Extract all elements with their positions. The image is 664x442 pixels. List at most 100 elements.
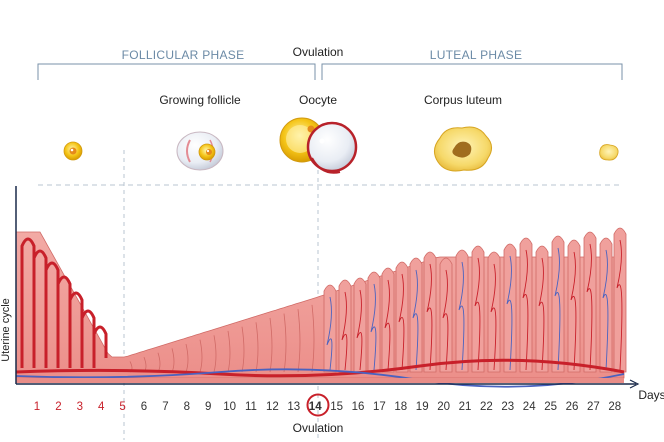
corpus-albicans-icon <box>599 144 619 161</box>
endometrial-fold <box>381 267 395 373</box>
y-axis-label: Uterine cycle <box>0 298 12 362</box>
endometrial-fold <box>535 245 549 373</box>
endometrial-fold <box>613 227 627 373</box>
follicular-phase-label: FOLLICULAR PHASE <box>122 48 245 62</box>
endometrial-gland <box>227 330 231 373</box>
day-label: 25 <box>544 401 557 413</box>
endometrial-fold <box>583 231 597 373</box>
spiral-artery <box>384 279 391 371</box>
follicular-bracket <box>37 63 316 80</box>
spiral-artery <box>522 249 529 371</box>
endometrial-fold <box>471 245 485 373</box>
day-label: 10 <box>223 401 236 413</box>
day-label: 12 <box>266 401 279 413</box>
day-label: 24 <box>523 401 536 413</box>
day-label: 5 <box>119 401 125 413</box>
shedding-artery-loop <box>56 275 72 368</box>
endometrium-layer <box>15 227 627 388</box>
spiral-artery <box>490 263 497 371</box>
ovulation-bottom-label: Ovulation <box>293 421 344 435</box>
corpus-luteum-icon <box>434 126 492 172</box>
day-label: 27 <box>587 401 600 413</box>
day-label: 8 <box>184 401 190 413</box>
day-label: 15 <box>330 401 343 413</box>
endometrial-gland <box>185 343 189 373</box>
day-label: 23 <box>501 401 514 413</box>
growing-follicle-icon <box>176 131 224 171</box>
spiral-artery <box>442 269 449 371</box>
endometrial-fold <box>395 261 409 373</box>
day-label: 11 <box>245 401 257 413</box>
vein <box>458 261 465 371</box>
day-label: 7 <box>162 401 168 413</box>
corpus-luteum-label: Corpus luteum <box>424 93 502 107</box>
endometrial-fold <box>455 249 469 373</box>
endometrial-gland <box>269 317 273 373</box>
vein <box>602 249 609 371</box>
ovulating-oocyte-icon <box>279 117 358 174</box>
spiral-artery <box>616 239 623 371</box>
endometrial-gland <box>199 339 203 373</box>
x-axis-arrow-icon <box>629 379 640 389</box>
endometrial-fold <box>439 257 453 373</box>
vein <box>370 283 377 371</box>
day-label: 13 <box>287 401 300 413</box>
endometrial-fold <box>519 237 533 373</box>
basal-vein <box>15 368 625 388</box>
endometrial-gland <box>283 313 287 373</box>
spiral-artery <box>474 257 481 371</box>
spiral-artery <box>356 289 363 371</box>
vein <box>554 247 561 371</box>
shedding-artery-loop <box>80 309 96 368</box>
endometrial-fold <box>551 235 565 373</box>
day-label: 20 <box>437 401 450 413</box>
spiral-artery <box>538 257 545 371</box>
endometrial-gland <box>311 304 315 373</box>
x-axis-label: Days <box>638 388 664 402</box>
luteal-phase-label: LUTEAL PHASE <box>430 48 523 62</box>
endometrial-fold <box>503 243 517 373</box>
shedding-artery-loop <box>20 237 36 368</box>
day-label: 26 <box>566 401 579 413</box>
ovulation-day-marker <box>306 393 330 417</box>
day-label: 28 <box>608 401 621 413</box>
endometrial-fold <box>423 251 437 373</box>
day-label: 22 <box>480 401 493 413</box>
luteal-bracket <box>321 63 623 80</box>
endometrial-gland <box>241 326 245 373</box>
day-label: 3 <box>77 401 83 413</box>
shedding-artery-loop <box>44 261 60 368</box>
endometrial-fold <box>409 257 423 373</box>
growing-follicle-label: Growing follicle <box>159 93 241 107</box>
day-label: 9 <box>205 401 211 413</box>
spiral-artery <box>341 291 348 371</box>
basal-layer <box>16 378 624 383</box>
oocyte-label: Oocyte <box>299 93 337 107</box>
day-label: 6 <box>141 401 147 413</box>
day-label: 21 <box>459 401 472 413</box>
day-label: 17 <box>373 401 386 413</box>
spiral-artery <box>426 263 433 371</box>
endometrial-gland <box>255 322 259 373</box>
day-label: 1 <box>34 401 40 413</box>
basal-artery <box>15 358 625 378</box>
endometrial-fold <box>567 239 581 373</box>
ovulation-top-label: Ovulation <box>293 45 344 59</box>
day-labels: 1 2 3 4 5 6 7 8 9 10 11 12 13 14 15 16 17 18 19 20 21 22 23 24 2… <box>34 401 621 413</box>
endometrial-fold <box>367 271 381 373</box>
endometrial-fold <box>487 251 501 373</box>
endometrial-gland <box>297 309 301 373</box>
day-label: 19 <box>416 401 429 413</box>
shedding-artery-loop <box>68 291 84 368</box>
spiral-artery <box>570 251 577 371</box>
day-label: 16 <box>352 401 365 413</box>
shedding-artery-loop <box>92 325 108 368</box>
vein <box>506 255 513 371</box>
primordial-follicle-icon <box>63 141 83 161</box>
day-label: 4 <box>98 401 105 413</box>
vein <box>326 296 333 371</box>
spiral-artery <box>398 273 405 371</box>
vein <box>412 269 419 371</box>
